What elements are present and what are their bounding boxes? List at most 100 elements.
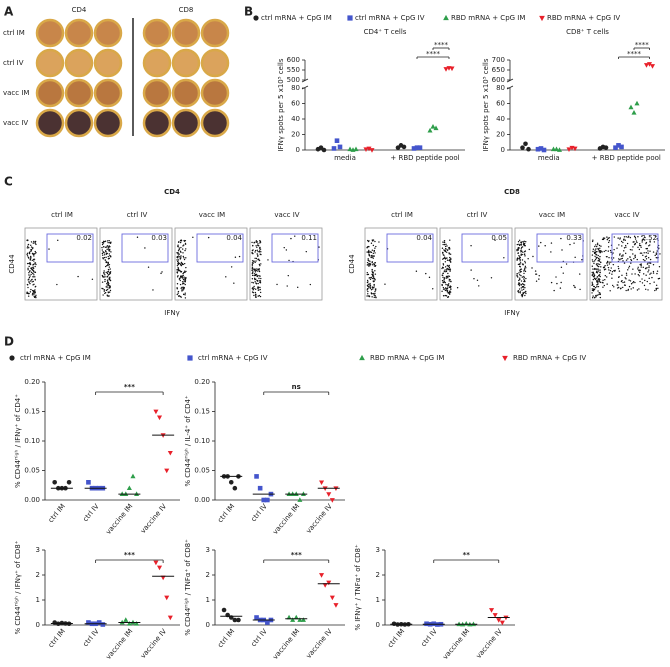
- event-dot: [619, 259, 621, 261]
- event-dot: [33, 260, 35, 262]
- event-dot: [521, 294, 523, 296]
- event-dot: [456, 287, 459, 289]
- event-dot: [178, 248, 180, 251]
- event-dot: [442, 288, 445, 290]
- event-dot: [31, 259, 33, 262]
- event-dot: [255, 257, 258, 260]
- event-dot: [184, 294, 186, 296]
- event-dot: [234, 256, 237, 258]
- event-dot: [182, 263, 184, 266]
- event-dot: [107, 280, 109, 282]
- event-dot: [177, 267, 179, 269]
- event-dot: [255, 260, 257, 262]
- event-dot: [177, 253, 179, 255]
- event-dot: [259, 241, 262, 243]
- event-dot: [109, 271, 112, 273]
- y-tick-label: 700: [492, 56, 505, 64]
- legend-label: RBD mRNA + CpG IV: [547, 14, 620, 22]
- x-tick-label: vaccine IM: [104, 502, 134, 536]
- event-dot: [238, 255, 241, 258]
- event-dot: [441, 279, 444, 282]
- x-axis-label: IFNγ: [504, 309, 519, 317]
- event-dot: [591, 254, 594, 256]
- event-dot: [627, 289, 629, 292]
- legend-label: RBD mRNA + CpG IV: [513, 354, 586, 362]
- y-tick-label: 1: [376, 596, 380, 604]
- event-dot: [102, 276, 104, 278]
- event-dot: [606, 256, 608, 258]
- event-dot: [574, 256, 576, 259]
- event-dot: [368, 253, 370, 256]
- data-point: [156, 565, 163, 571]
- event-dot: [252, 291, 255, 294]
- event-dot: [445, 277, 448, 279]
- event-dot: [254, 273, 257, 276]
- legend-marker: [443, 14, 449, 21]
- event-dot: [651, 276, 653, 279]
- event-dot: [476, 279, 479, 281]
- event-dot: [647, 250, 649, 252]
- x-tick-label: + RBD peptide pool: [592, 154, 661, 162]
- event-dot: [184, 292, 186, 294]
- event-dot: [652, 272, 655, 274]
- event-dot: [181, 262, 184, 265]
- event-dot: [596, 242, 599, 245]
- event-dot: [638, 288, 640, 290]
- event-dot: [518, 288, 521, 290]
- y-tick-label: 0.20: [24, 378, 40, 386]
- x-tick-label: vaccine IM: [271, 627, 301, 661]
- gate: [386, 233, 434, 263]
- event-dot: [647, 262, 649, 264]
- y-tick-label: 0.10: [194, 437, 210, 445]
- data-point: [616, 143, 621, 148]
- event-dot: [177, 245, 179, 247]
- event-dot: [207, 236, 210, 239]
- event-dot: [33, 283, 35, 286]
- event-dot: [32, 267, 35, 270]
- data-point: [443, 67, 449, 72]
- event-dot: [555, 276, 557, 278]
- column-label: ctrl IV: [127, 211, 148, 219]
- event-dot: [184, 239, 187, 242]
- event-dot: [366, 284, 369, 287]
- event-dot: [107, 258, 110, 260]
- event-dot: [445, 287, 447, 290]
- event-dot: [625, 278, 627, 280]
- event-dot: [449, 270, 451, 272]
- event-dot: [517, 283, 520, 286]
- data-point: [520, 145, 525, 150]
- event-dot: [640, 252, 643, 254]
- event-dot: [257, 245, 260, 247]
- event-dot: [523, 276, 525, 279]
- event-dot: [28, 265, 30, 268]
- event-dot: [516, 243, 519, 246]
- event-dot: [28, 292, 30, 295]
- event-dot: [618, 276, 620, 278]
- event-dot: [624, 284, 626, 286]
- event-dot: [27, 267, 29, 270]
- event-dot: [598, 251, 600, 253]
- event-dot: [31, 294, 34, 296]
- row-label: vacc IV: [3, 119, 28, 127]
- event-dot: [520, 251, 522, 253]
- event-dot: [596, 243, 599, 246]
- event-dot: [267, 259, 269, 261]
- y-tick-label: 20: [291, 131, 300, 139]
- event-dot: [27, 245, 29, 247]
- event-dot: [258, 294, 261, 297]
- event-dot: [517, 263, 520, 266]
- event-dot: [581, 259, 583, 261]
- event-dot: [443, 243, 446, 246]
- event-dot: [596, 276, 599, 278]
- event-dot: [607, 237, 609, 240]
- y-tick-label: 3: [36, 546, 40, 554]
- event-dot: [181, 277, 184, 279]
- event-dot: [35, 243, 37, 246]
- event-dot: [591, 296, 594, 299]
- event-dot: [617, 284, 619, 286]
- event-dot: [613, 286, 615, 288]
- event-dot: [592, 268, 594, 270]
- event-dot: [645, 274, 647, 276]
- event-dot: [595, 248, 597, 250]
- event-dot: [27, 243, 30, 246]
